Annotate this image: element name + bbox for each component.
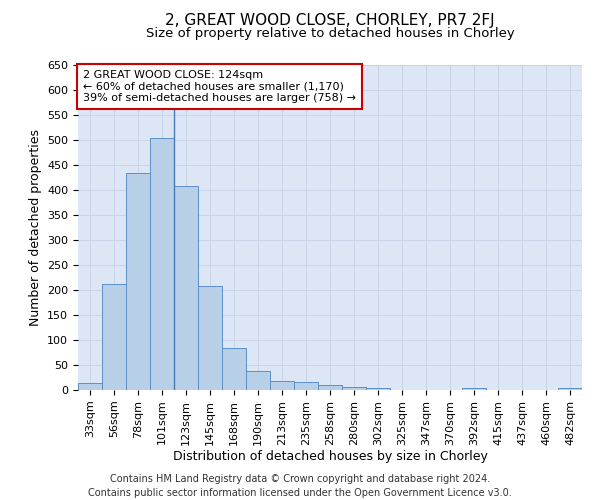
Bar — [222, 348, 246, 390]
Bar — [342, 387, 366, 390]
Bar — [198, 286, 222, 390]
Y-axis label: Number of detached properties: Number of detached properties — [29, 129, 41, 326]
Bar — [318, 384, 342, 390]
Text: Contains HM Land Registry data © Crown copyright and database right 2024.
Contai: Contains HM Land Registry data © Crown c… — [88, 474, 512, 498]
X-axis label: Distribution of detached houses by size in Chorley: Distribution of detached houses by size … — [173, 450, 487, 464]
Bar — [462, 388, 486, 390]
Text: Size of property relative to detached houses in Chorley: Size of property relative to detached ho… — [146, 28, 514, 40]
Bar — [270, 381, 294, 390]
Bar — [78, 382, 102, 390]
Bar — [558, 388, 582, 390]
Bar — [102, 284, 126, 390]
Bar — [126, 172, 150, 390]
Bar — [366, 388, 390, 390]
Bar — [150, 138, 174, 390]
Bar — [246, 371, 270, 390]
Text: 2 GREAT WOOD CLOSE: 124sqm
← 60% of detached houses are smaller (1,170)
39% of s: 2 GREAT WOOD CLOSE: 124sqm ← 60% of deta… — [83, 70, 356, 103]
Bar — [174, 186, 198, 390]
Bar — [294, 382, 318, 390]
Text: 2, GREAT WOOD CLOSE, CHORLEY, PR7 2FJ: 2, GREAT WOOD CLOSE, CHORLEY, PR7 2FJ — [165, 12, 495, 28]
